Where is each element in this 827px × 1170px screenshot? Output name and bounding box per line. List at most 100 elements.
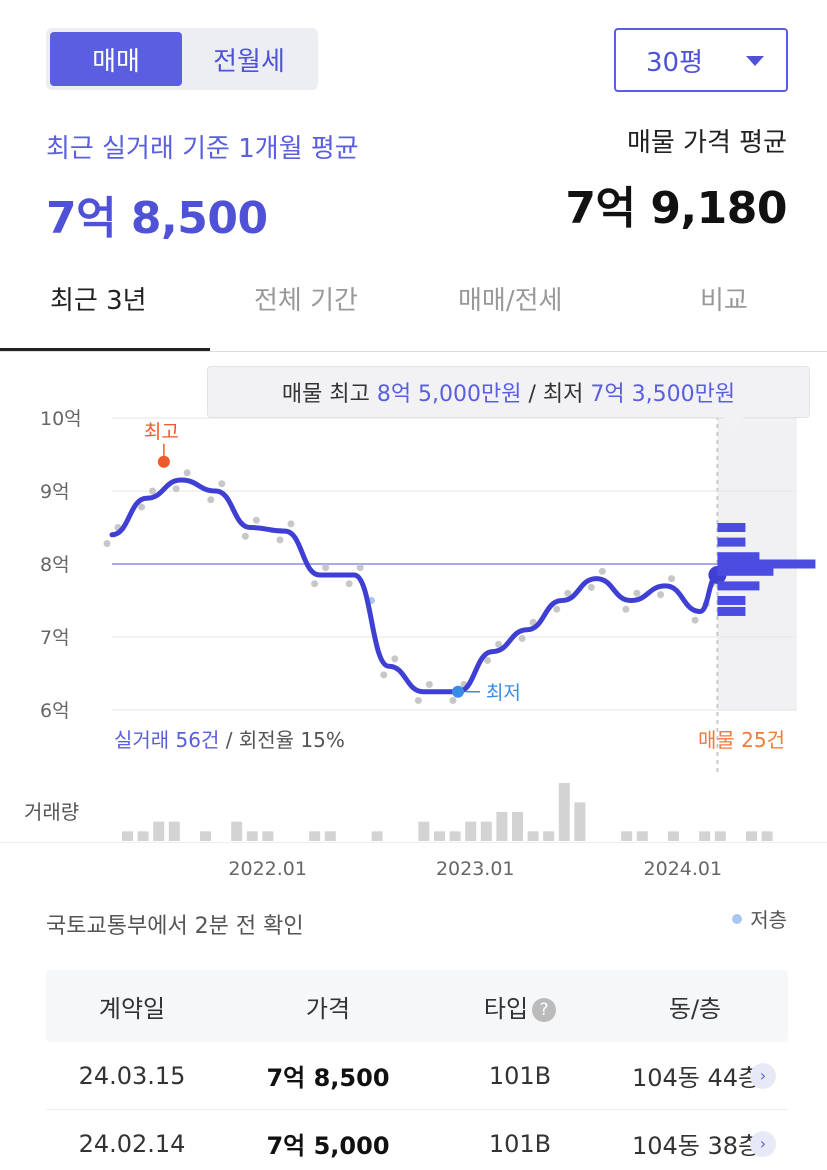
y-tick-label: 7억	[40, 627, 70, 649]
trade-point	[104, 540, 111, 547]
trade-point	[553, 606, 560, 613]
row-date: 24.02.14	[46, 1130, 218, 1158]
y-tick-label: 8억	[40, 554, 70, 576]
volume-bar	[699, 831, 710, 841]
toggle-sale[interactable]: 매매	[50, 32, 182, 86]
volume-bar	[372, 831, 383, 841]
volume-label: 거래량	[24, 796, 79, 825]
trade-point	[668, 575, 675, 582]
listing-avg-label: 매물 가격 평균	[627, 122, 787, 159]
volume-bar	[262, 831, 273, 841]
row-price: 7억 5,000	[218, 1126, 438, 1161]
col-type: 타입?	[438, 989, 602, 1024]
volume-bar	[637, 831, 648, 841]
row-floor-text: 104동 44층	[632, 1064, 760, 1092]
size-select[interactable]: 30평	[614, 28, 788, 92]
volume-bar	[481, 822, 492, 841]
col-date: 계약일	[46, 989, 218, 1024]
listing-count: 매물 25건	[698, 724, 785, 753]
chevron-right-icon[interactable]: ›	[750, 1131, 776, 1157]
col-type-label: 타입	[484, 995, 528, 1023]
volume-bar	[746, 831, 757, 841]
volume-bar	[247, 831, 258, 841]
tab-compare[interactable]: 비교	[700, 280, 748, 317]
recent-trade-label: 최근 실거래 기준 1개월 평균	[46, 128, 359, 165]
trade-point	[391, 655, 398, 662]
trade-point	[519, 635, 526, 642]
tooltip-prefix: 매물 최고	[282, 376, 377, 408]
trade-point	[346, 580, 353, 587]
trade-point	[449, 697, 456, 704]
trade-point	[138, 504, 145, 511]
trade-point	[657, 591, 664, 598]
toggle-rent[interactable]: 전월세	[184, 32, 314, 86]
y-tick-label: 10억	[40, 408, 82, 430]
tooltip-min: 7억 3,500만원	[590, 376, 735, 408]
volume-bar	[465, 822, 476, 841]
listing-avg-price: 7억 9,180	[565, 172, 787, 236]
trade-point	[357, 564, 364, 571]
turnover-rate: / 회전율 15%	[219, 728, 344, 752]
volume-bar	[512, 812, 523, 841]
row-type: 101B	[438, 1130, 602, 1158]
data-source-text: 국토교통부에서 2분 전 확인	[46, 908, 304, 940]
table-row[interactable]: 24.02.14 7억 5,000 101B 104동 38층 ›	[46, 1110, 788, 1170]
tab-recent-3y[interactable]: 최근 3년	[50, 280, 147, 317]
volume-bar	[496, 812, 507, 841]
volume-bar	[559, 783, 570, 841]
y-tick-label: 6억	[40, 700, 70, 722]
min-marker-dot	[452, 686, 464, 698]
tab-all-period[interactable]: 전체 기간	[254, 280, 358, 317]
listing-bar	[717, 567, 773, 576]
help-icon[interactable]: ?	[532, 998, 556, 1022]
chevron-right-icon[interactable]: ›	[750, 1063, 776, 1089]
tab-sale-jeonse[interactable]: 매매/전세	[458, 280, 562, 317]
chevron-down-icon	[746, 56, 764, 66]
trade-point	[184, 469, 191, 476]
volume-bar	[574, 802, 585, 841]
volume-bar	[434, 831, 445, 841]
trade-point	[242, 533, 249, 540]
divider	[0, 842, 827, 843]
size-select-value: 30평	[646, 42, 703, 79]
volume-bar	[309, 831, 320, 841]
trade-point	[588, 584, 595, 591]
trade-point	[253, 517, 260, 524]
x-tick-label: 2023.01	[436, 858, 515, 880]
volume-bar	[715, 831, 726, 841]
volume-bar	[450, 831, 461, 841]
row-price: 7억 8,500	[218, 1058, 438, 1093]
row-date: 24.03.15	[46, 1062, 218, 1090]
recent-trade-price: 7억 8,500	[46, 182, 268, 246]
listing-bar	[717, 596, 745, 605]
col-price: 가격	[218, 989, 438, 1024]
trade-point	[426, 681, 433, 688]
listing-bar	[717, 607, 745, 616]
trade-point	[311, 580, 318, 587]
trade-count: 실거래 56건	[114, 728, 219, 752]
table-row[interactable]: 24.03.15 7억 8,500 101B 104동 44층 ›	[46, 1042, 788, 1110]
y-tick-label: 9억	[40, 481, 70, 503]
col-floor: 동/층	[602, 989, 788, 1024]
trade-point	[276, 536, 283, 543]
min-marker-label: 최저	[486, 682, 521, 704]
row-type: 101B	[438, 1062, 602, 1090]
tooltip-sep: / 최저	[522, 376, 591, 408]
trade-point	[599, 568, 606, 575]
legend-low-label: 저층	[750, 904, 787, 933]
volume-bar	[621, 831, 632, 841]
trade-point	[173, 485, 180, 492]
x-tick-label: 2022.01	[228, 858, 307, 880]
trade-point	[692, 617, 699, 624]
trade-point	[149, 488, 156, 495]
trade-point	[622, 606, 629, 613]
volume-bar	[762, 831, 773, 841]
price-chart[interactable]: 10억 9억 8억 7억 6억 최고 최저 2022.01 2023.01 2024.01	[0, 353, 827, 903]
tooltip-arrow	[724, 417, 744, 427]
volume-bar	[528, 831, 539, 841]
max-marker-label: 최고	[144, 421, 179, 443]
listing-bar	[717, 538, 745, 547]
volume-bar	[325, 831, 336, 841]
volume-bar	[668, 831, 679, 841]
